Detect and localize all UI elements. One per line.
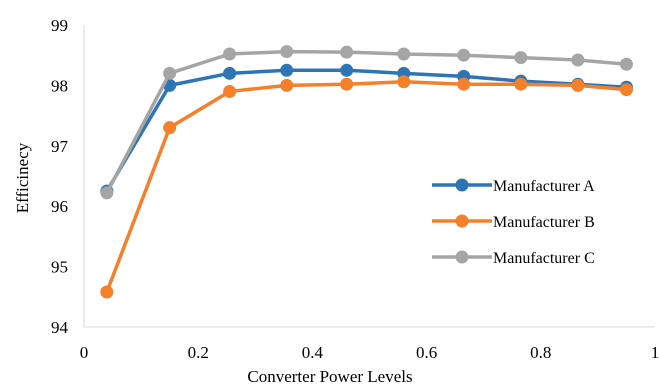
legend-label: Manufacturer B (493, 214, 595, 231)
y-tick-label: 99 (51, 16, 68, 35)
x-axis-title: Converter Power Levels (247, 367, 412, 386)
data-point (514, 51, 528, 65)
legend-label: Manufacturer C (493, 250, 595, 267)
data-point (340, 77, 354, 91)
x-tick-label: 0.6 (416, 343, 437, 362)
data-point (571, 78, 585, 92)
legend-swatch-marker (455, 250, 469, 264)
data-point (340, 45, 354, 59)
y-tick-label: 94 (51, 318, 69, 337)
x-tick-labels: 0 0.2 0.4 0.6 0.8 1 (80, 343, 659, 362)
data-point (223, 66, 237, 80)
legend-swatch-marker (455, 178, 469, 192)
data-point (397, 75, 411, 89)
legend: Manufacturer A Manufacturer B Manufacturer… (432, 178, 595, 267)
series-3 (100, 45, 633, 200)
axes (83, 25, 655, 328)
data-point (223, 47, 237, 61)
y-axis-title: Efficinecy (13, 142, 32, 213)
data-point (457, 77, 471, 91)
legend-swatch-marker (455, 214, 469, 228)
y-tick-labels: 94 95 96 97 98 99 (51, 16, 69, 337)
y-tick-label: 95 (51, 258, 68, 277)
legend-item: Manufacturer B (432, 214, 595, 231)
data-point (280, 45, 294, 59)
x-tick-label: 0 (80, 343, 89, 362)
data-point (571, 53, 585, 67)
data-point (397, 47, 411, 61)
data-point (163, 66, 177, 80)
data-point (457, 48, 471, 62)
data-point (619, 83, 633, 97)
data-point (619, 57, 633, 71)
data-point (280, 63, 294, 77)
legend-item: Manufacturer C (432, 250, 595, 267)
data-point (514, 77, 528, 91)
series-line (105, 80, 629, 294)
y-tick-label: 97 (51, 137, 69, 156)
data-point (163, 121, 177, 135)
data-point (100, 285, 114, 299)
data-point (340, 63, 354, 77)
x-tick-label: 0.4 (302, 343, 324, 362)
y-tick-label: 98 (51, 76, 68, 95)
series-2 (100, 75, 633, 299)
data-point (100, 186, 114, 200)
x-tick-label: 0.8 (530, 343, 551, 362)
y-tick-label: 96 (51, 197, 68, 216)
data-point (223, 84, 237, 98)
x-tick-label: 0.2 (188, 343, 209, 362)
series-line (105, 49, 629, 195)
plot-series (100, 45, 633, 299)
x-tick-label: 1 (651, 343, 659, 362)
series-line (105, 68, 629, 193)
data-point (280, 78, 294, 92)
legend-item: Manufacturer A (432, 178, 595, 195)
legend-label: Manufacturer A (493, 178, 595, 195)
